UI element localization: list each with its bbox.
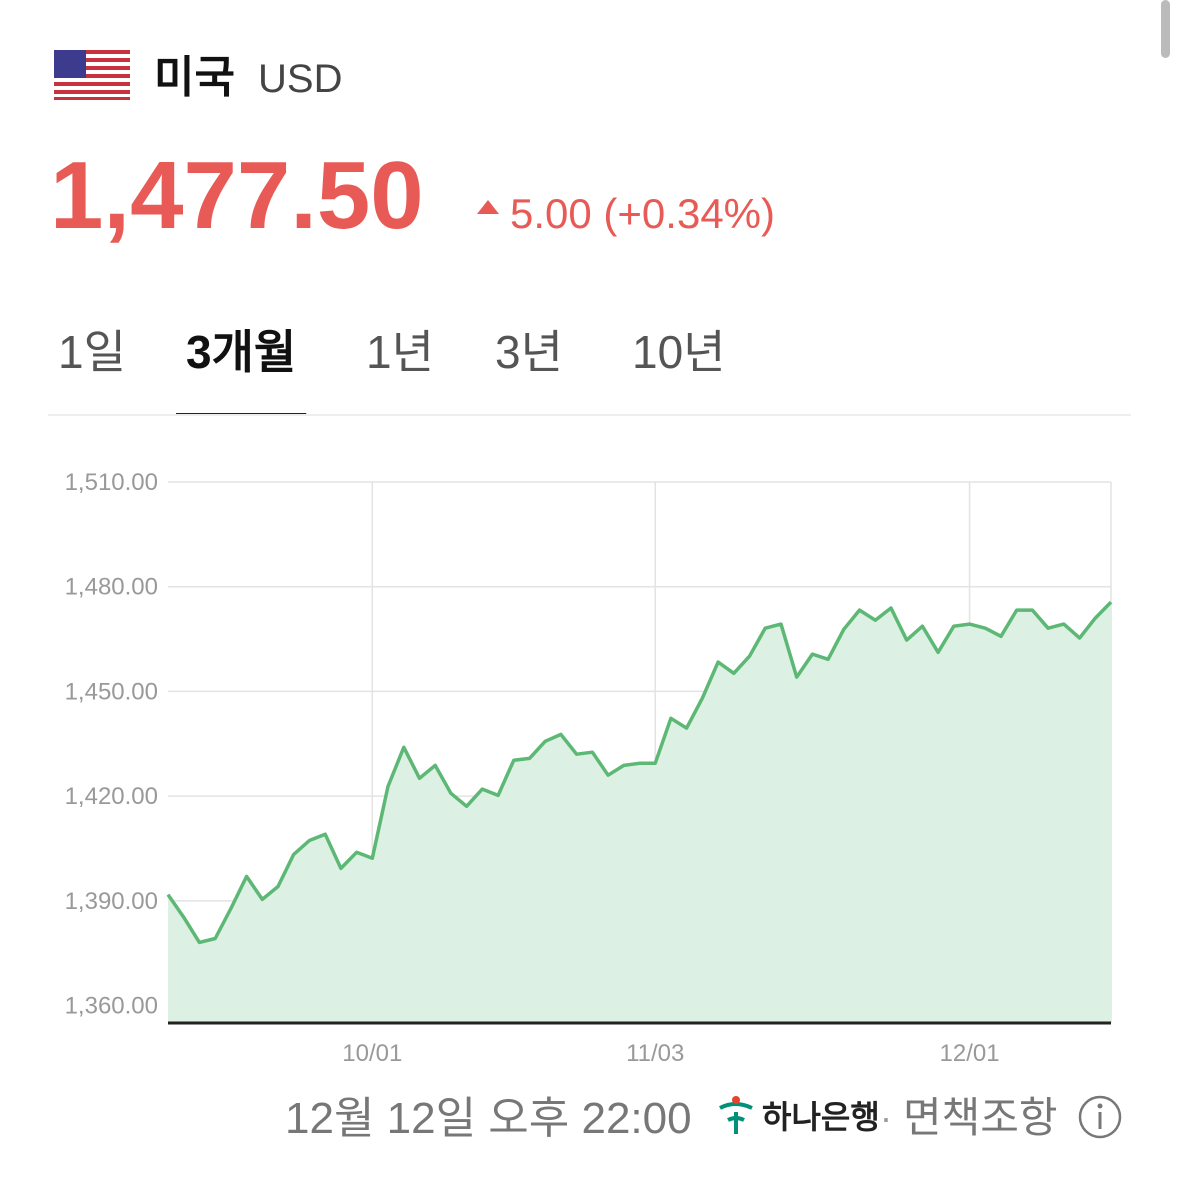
currency: USD [258, 57, 342, 101]
area [168, 602, 1111, 1023]
y-tick-label: 1,420.00 [65, 783, 158, 810]
y-tick-label: 1,510.00 [65, 469, 158, 496]
y-tick-label: 1,390.00 [65, 888, 158, 915]
timestamp: 12월 12일 오후 22:00 [285, 1094, 692, 1143]
price-change: 5.00 (+0.34%) [510, 190, 775, 237]
y-tick-label: 1,480.00 [65, 574, 158, 601]
x-tick-label: 12/01 [940, 1040, 1000, 1067]
tab[interactable]: 3개월 [186, 326, 296, 378]
x-tick-label: 11/03 [626, 1040, 684, 1067]
tab[interactable]: 1일 [58, 326, 126, 378]
y-tick-label: 1,360.00 [65, 993, 158, 1020]
price: 1,477.50 [50, 142, 424, 249]
info-icon[interactable] [1078, 1095, 1122, 1139]
country: 미국 [154, 53, 235, 102]
disclaimer[interactable]: 면책조항 [903, 1094, 1058, 1141]
tab[interactable]: 1년 [366, 326, 434, 378]
chart: 1,360.00 1,390.00 1,420.00 1,450.00 1,480.00… [65, 469, 1113, 1067]
line [166, 600, 1113, 945]
tab[interactable]: 10년 [632, 326, 726, 378]
scrollbar [1161, 0, 1170, 58]
tabs: 1일 3개월 1년 3년 10년 [58, 326, 726, 416]
x-tick-label: 10/01 [342, 1040, 402, 1067]
bank-logo [719, 1096, 753, 1134]
y-tick-label: 1,450.00 [65, 678, 158, 705]
bank-name: 하나은행 [762, 1099, 880, 1135]
us-flag [54, 50, 130, 100]
up-arrow [477, 200, 499, 214]
separator: · [880, 1097, 892, 1138]
tab[interactable]: 3년 [495, 326, 563, 378]
